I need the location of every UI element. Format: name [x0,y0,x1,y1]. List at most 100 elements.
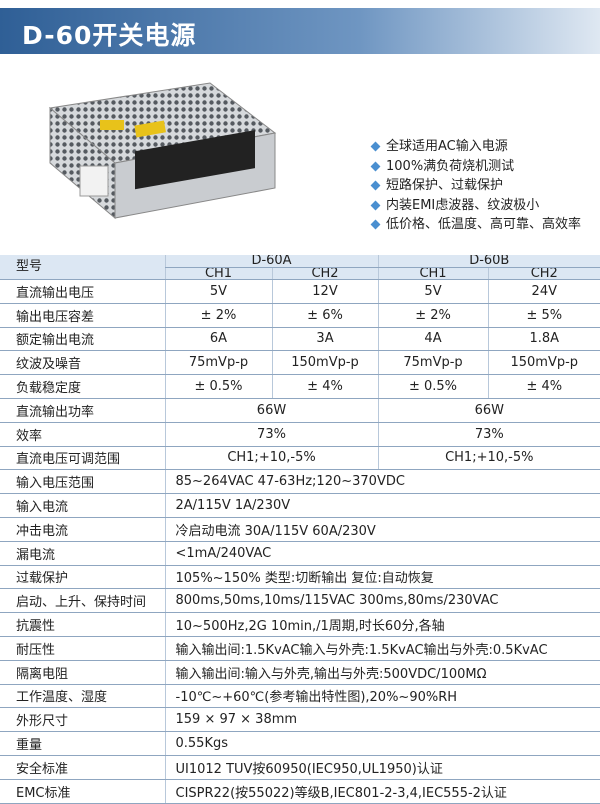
spec-row: 负载稳定度 ± 0.5% ± 4% ± 0.5% ± 4% [0,374,600,399]
spec-value: 冷启动电流 30A/115V 60A/230V [164,517,600,542]
spec-value: 12V [271,279,379,304]
spec-row: 冲击电流 冷启动电流 30A/115V 60A/230V [0,517,600,542]
spec-value: ± 0.5% [164,374,272,399]
spec-row: 过载保护 105%~150% 类型:切断输出 复位:自动恢复 [0,565,600,590]
spec-value: 75mVp-p [377,350,489,376]
spec-row: 直流输出功率 66W 66W [0,398,600,423]
spec-value: -10℃~+60℃(参考输出特性图),20%~90%RH [164,684,600,709]
spec-row: 输入电流 2A/115V 1A/230V [0,493,600,518]
spec-label: 工作温度、湿度 [0,684,165,709]
spec-table: 型号 D-60A D-60B CH1 CH2 CH1 CH2 直流输出电压 5V 12V 5V 24V… [0,255,600,804]
feature-text: 短路保护、过载保护 [386,178,504,193]
channel-row: CH1 CH2 CH1 CH2 [0,267,600,280]
title: D-60开关电源 [22,21,197,50]
spec-value: 66W [164,398,379,423]
model-name: D-60B [377,255,600,268]
spec-value: 105%~150% 类型:切断输出 复位:自动恢复 [164,565,600,590]
spec-row: EMC标准 CISPR22(按55022)等级B,IEC801-2-3,4,IEC… [0,779,600,804]
spec-row: 输出电压容差 ± 2% ± 6% ± 2% ± 5% [0,303,600,328]
spec-label: 冲击电流 [0,517,165,542]
spec-value: 66W [377,398,600,423]
spec-label: 输入电流 [0,493,165,518]
spec-value: 150mVp-p [271,350,379,376]
spec-label: 直流输出功率 [0,398,165,423]
bullet [370,180,381,191]
spec-value: ± 5% [487,303,600,328]
spec-value: 6A [164,327,272,352]
spec-row: 外形尺寸 159 × 97 × 38mm [0,707,600,733]
spec-row: 额定输出电流 6A 3A 4A 1.8A [0,327,600,352]
spec-value: <1mA/240VAC [164,541,600,566]
spec-row: 启动、上升、保持时间 800ms,50ms,10ms/115VAC 300ms,8… [0,588,600,614]
spec-row: 耐压性 输入输出间:1.5KvAC输入与外壳:1.5KvAC输出与外壳:0.5Kv… [0,636,600,661]
spec-label: EMC标准 [0,779,165,804]
bullet [370,219,381,230]
spec-value: 73% [377,422,600,447]
spec-value: 4A [377,327,489,352]
spec-row: 直流电压可调范围 CH1;+10,-5% CH1;+10,-5% [0,446,600,471]
feature-text: 全球适用AC输入电源 [386,139,508,154]
spec-row: 工作温度、湿度 -10℃~+60℃(参考输出特性图),20%~90%RH [0,684,600,709]
channel: CH2 [271,267,379,280]
spec-label: 纹波及噪音 [0,350,165,376]
spec-value: 10~500Hz,2G 10min,/1周期,时长60分,各轴 [164,612,600,637]
spec-label: 输入电压范围 [0,469,165,495]
spec-value: ± 2% [377,303,489,328]
spec-value: 73% [164,422,379,447]
header-bar: D-60开关电源 [0,8,600,54]
channel: CH1 [377,267,489,280]
spec-value: 85~264VAC 47-63Hz;120~370VDC [164,469,600,495]
spec-label: 输出电压容差 [0,303,165,328]
spec-value: 0.55Kgs [164,731,600,756]
spec-value: CH1;+10,-5% [164,446,379,471]
spec-value: 输入输出间:1.5KvAC输入与外壳:1.5KvAC输出与外壳:0.5KvAC [164,636,600,661]
spec-value: 输入输出间:输入与外壳,输出与外壳:500VDC/100MΩ [164,660,600,685]
bullet [370,161,381,171]
spec-label: 启动、上升、保持时间 [0,588,165,614]
spec-label: 耐压性 [0,636,165,661]
spec-label: 直流电压可调范围 [0,446,165,471]
spec-label: 额定输出电流 [0,327,165,352]
spec-row: 纹波及噪音 75mVp-p 150mVp-p 75mVp-p 150mVp-p [0,350,600,376]
spec-label: 漏电流 [0,541,165,566]
bullet [370,141,381,152]
feature-text: 低价格、低温度、高可靠、高效率 [386,217,582,232]
spec-label: 外形尺寸 [0,707,165,733]
spec-value: CISPR22(按55022)等级B,IEC801-2-3,4,IEC555-2… [164,779,600,804]
spec-label: 重量 [0,731,165,756]
channel: CH1 [164,267,272,280]
spec-value: ± 2% [164,303,272,328]
channel: CH2 [487,267,600,280]
spec-value: 800ms,50ms,10ms/115VAC 300ms,80ms/230VAC [164,588,600,614]
header-label: 型号 [0,255,165,280]
spec-value: ± 4% [271,374,379,399]
spec-value: ± 6% [271,303,379,328]
spec-row: 直流输出电压 5V 12V 5V 24V [0,279,600,304]
spec-value: 159 × 97 × 38mm [164,707,600,733]
spec-value: CH1;+10,-5% [377,446,600,471]
spec-label: 直流输出电压 [0,279,165,304]
spec-value: 75mVp-p [164,350,272,376]
feature-text: 100%满负荷烧机测试 [386,158,515,174]
feature-item: 短路保护、过载保护 [370,176,581,196]
spec-value: 1.8A [487,327,600,352]
spec-label: 隔离电阻 [0,660,165,685]
spec-label: 过载保护 [0,565,165,590]
spec-label: 抗震性 [0,612,165,637]
feature-list: 全球适用AC输入电源 100%满负荷烧机测试 短路保护、过载保护内装EMI虑波器、纹… [370,137,581,235]
spec-value: 3A [271,327,379,352]
spec-row: 隔离电阻 输入输出间:输入与外壳,输出与外壳:500VDC/100MΩ [0,660,600,685]
feature-item: 全球适用AC输入电源 [370,137,581,157]
spec-value: 2A/115V 1A/230V [164,493,600,518]
spec-value: UI1012 TUV按60950(IEC950,UL1950)认证 [164,755,600,780]
feature-text: 内装EMI虑波器、纹波极小 [386,197,540,213]
spec-row: 输入电压范围 85~264VAC 47-63Hz;120~370VDC [0,469,600,495]
product-image [48,82,277,220]
feature-item: 内装EMI虑波器、纹波极小 [370,196,581,216]
spec-value: 5V [377,279,489,304]
spec-label: 负载稳定度 [0,374,165,399]
bullet [370,200,381,210]
spec-row: 重量 0.55Kgs [0,731,600,756]
spec-row: 效率 73% 73% [0,422,600,447]
